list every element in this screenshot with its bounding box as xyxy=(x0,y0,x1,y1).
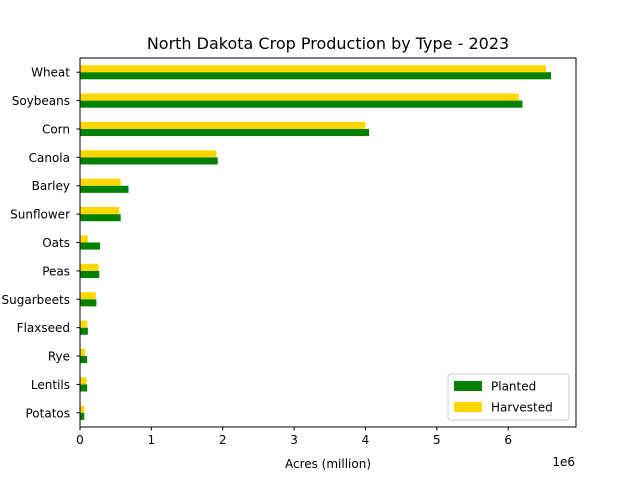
bar-harvested-peas xyxy=(80,263,99,271)
x-tick-label: 1 xyxy=(148,433,156,447)
legend-label-planted: Planted xyxy=(491,380,536,394)
y-axis-ticks: Wheat Soybeans Corn Canola Barley Sunflower Oa… xyxy=(2,66,80,420)
bar-harvested-soybeans xyxy=(80,93,519,101)
chart-title: North Dakota Crop Production by Type - 2… xyxy=(147,34,509,53)
bar-harvested-canola xyxy=(80,150,217,158)
bar-planted-canola xyxy=(80,157,218,165)
bar-planted-sunflower xyxy=(80,214,121,222)
bar-harvested-sunflower xyxy=(80,207,120,215)
bar-harvested-sugarbeets xyxy=(80,292,96,300)
bar-planted-barley xyxy=(80,185,129,193)
legend-swatch-harvested xyxy=(454,402,482,412)
bar-harvested-lentils xyxy=(80,377,87,385)
bar-planted-corn xyxy=(80,128,370,137)
y-tick-label-wheat: Wheat xyxy=(31,66,70,80)
y-tick-label-sugarbeets: Sugarbeets xyxy=(2,293,70,307)
bar-planted-flaxseed xyxy=(80,327,88,335)
x-axis-label: Acres (million) xyxy=(285,457,371,471)
bar-harvested-flaxseed xyxy=(80,320,88,328)
y-tick-label-barley: Barley xyxy=(32,179,70,193)
bar-planted-oats xyxy=(80,242,100,250)
legend-label-harvested: Harvested xyxy=(491,401,553,415)
bars-layer xyxy=(80,65,552,420)
x-tick-label: 6 xyxy=(504,433,512,447)
bar-planted-rye xyxy=(80,356,88,364)
y-tick-label-oats: Oats xyxy=(42,236,70,250)
bar-harvested-potatos xyxy=(80,405,85,413)
y-tick-label-rye: Rye xyxy=(48,350,70,364)
bar-harvested-rye xyxy=(80,348,85,357)
y-tick-label-sunflower: Sunflower xyxy=(10,208,70,222)
y-tick-label-peas: Peas xyxy=(42,264,70,278)
bar-planted-soybeans xyxy=(80,100,523,108)
y-tick-label-soybeans: Soybeans xyxy=(12,94,70,108)
x-axis-offset-label: 1e6 xyxy=(552,455,575,469)
x-tick-label: 0 xyxy=(76,433,84,447)
x-axis-ticks: 0 1 2 3 4 5 6 xyxy=(76,427,512,447)
y-tick-label-potatos: Potatos xyxy=(25,406,70,420)
legend-swatch-planted xyxy=(454,381,482,391)
bar-harvested-wheat xyxy=(80,65,547,73)
x-tick-label: 4 xyxy=(362,433,370,447)
bar-planted-wheat xyxy=(80,72,552,80)
x-tick-label: 5 xyxy=(433,433,441,447)
legend: Planted Harvested xyxy=(447,373,570,421)
y-tick-label-canola: Canola xyxy=(29,151,70,165)
bar-planted-potatos xyxy=(80,412,85,420)
bar-harvested-barley xyxy=(80,178,121,186)
bar-planted-sugarbeets xyxy=(80,299,97,307)
bar-harvested-oats xyxy=(80,235,88,243)
y-tick-label-flaxseed: Flaxseed xyxy=(17,321,70,335)
plot-frame xyxy=(79,57,577,428)
y-tick-label-corn: Corn xyxy=(42,122,70,136)
bar-harvested-corn xyxy=(80,121,366,129)
bar-planted-lentils xyxy=(80,384,88,392)
x-tick-label: 2 xyxy=(219,433,227,447)
x-tick-label: 3 xyxy=(290,433,298,447)
bar-planted-peas xyxy=(80,270,100,278)
y-tick-label-lentils: Lentils xyxy=(31,378,70,392)
